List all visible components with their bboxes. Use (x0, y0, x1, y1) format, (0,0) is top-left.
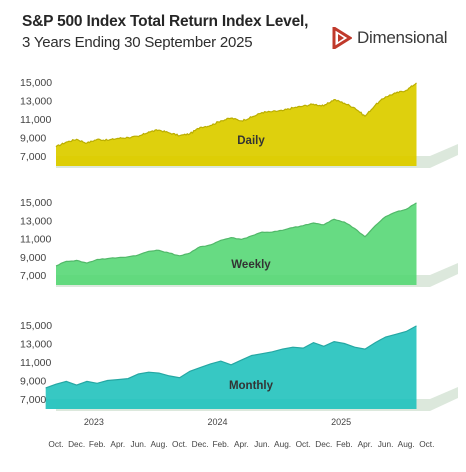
area-base-weekly (56, 275, 417, 285)
x-tick-month: Feb. (336, 439, 353, 449)
dimensional-logo-icon (332, 27, 352, 49)
dimensional-logo: Dimensional (332, 27, 448, 49)
x-tick-month: Dec. (68, 439, 85, 449)
area-base-monthly (45, 399, 417, 409)
y-tick-label: 13,000 (20, 96, 52, 108)
series-line-monthly (45, 325, 417, 389)
x-tick-month: Feb. (89, 439, 106, 449)
y-tick-label: 7,000 (20, 270, 46, 282)
y-tick-label: 7,000 (20, 151, 46, 163)
series-label-weekly: Weekly (231, 259, 271, 271)
x-tick-month: Oct. (419, 439, 434, 449)
y-tick-label: 11,000 (20, 234, 51, 246)
area-series-weekly (56, 202, 417, 285)
series-label-daily: Daily (237, 135, 265, 147)
area-series-monthly (45, 325, 417, 409)
panel-weekly: 7,000 9,000 11,000 13,000 15,000 Weekly (20, 197, 458, 287)
x-tick-month: Oct. (172, 439, 187, 449)
series-label-monthly: Monthly (229, 380, 274, 392)
y-tick-label: 11,000 (20, 114, 51, 126)
x-tick-month: Feb. (212, 439, 229, 449)
x-tick-month: Aug. (274, 439, 291, 449)
x-tick-month: Apr. (110, 439, 125, 449)
y-tick-label: 9,000 (20, 252, 46, 264)
x-tick-year: 2023 (84, 417, 104, 427)
panel-daily: 7,000 9,000 11,000 13,000 15,000 Daily (20, 77, 458, 168)
y-tick-label: 15,000 (20, 320, 52, 332)
x-tick-month: Dec. (192, 439, 209, 449)
y-tick-label: 13,000 (20, 215, 52, 227)
x-tick-month: Apr. (358, 439, 373, 449)
y-tick-label: 9,000 (20, 376, 46, 388)
chart-title: S&P 500 Index Total Return Index Level, (22, 13, 309, 30)
x-tick-month: Oct. (296, 439, 311, 449)
x-tick-month: Dec. (315, 439, 332, 449)
x-tick-month: Apr. (234, 439, 249, 449)
y-tick-label: 15,000 (20, 197, 52, 209)
x-tick-month: Aug. (398, 439, 415, 449)
series-line-daily (55, 82, 417, 148)
y-tick-label: 7,000 (20, 394, 46, 406)
x-tick-year: 2025 (331, 417, 351, 427)
x-tick-month: Aug. (150, 439, 167, 449)
x-tick-month: Jun. (378, 439, 394, 449)
y-tick-label: 9,000 (20, 133, 46, 145)
brand-name: Dimensional (357, 28, 448, 47)
y-tick-label: 15,000 (20, 77, 52, 89)
panel-monthly: 7,000 9,000 11,000 13,000 15,000 Monthly (20, 320, 458, 411)
x-tick-month: Jun. (131, 439, 147, 449)
x-tick-year: 2024 (207, 417, 227, 427)
chart-subtitle: 3 Years Ending 30 September 2025 (22, 34, 253, 51)
series-line-weekly (55, 202, 417, 267)
x-tick-month: Oct. (48, 439, 63, 449)
area-base-daily (56, 156, 417, 166)
y-tick-label: 11,000 (20, 357, 51, 369)
y-tick-label: 13,000 (20, 339, 52, 351)
area-series-daily (56, 82, 417, 166)
x-tick-month: Jun. (254, 439, 270, 449)
